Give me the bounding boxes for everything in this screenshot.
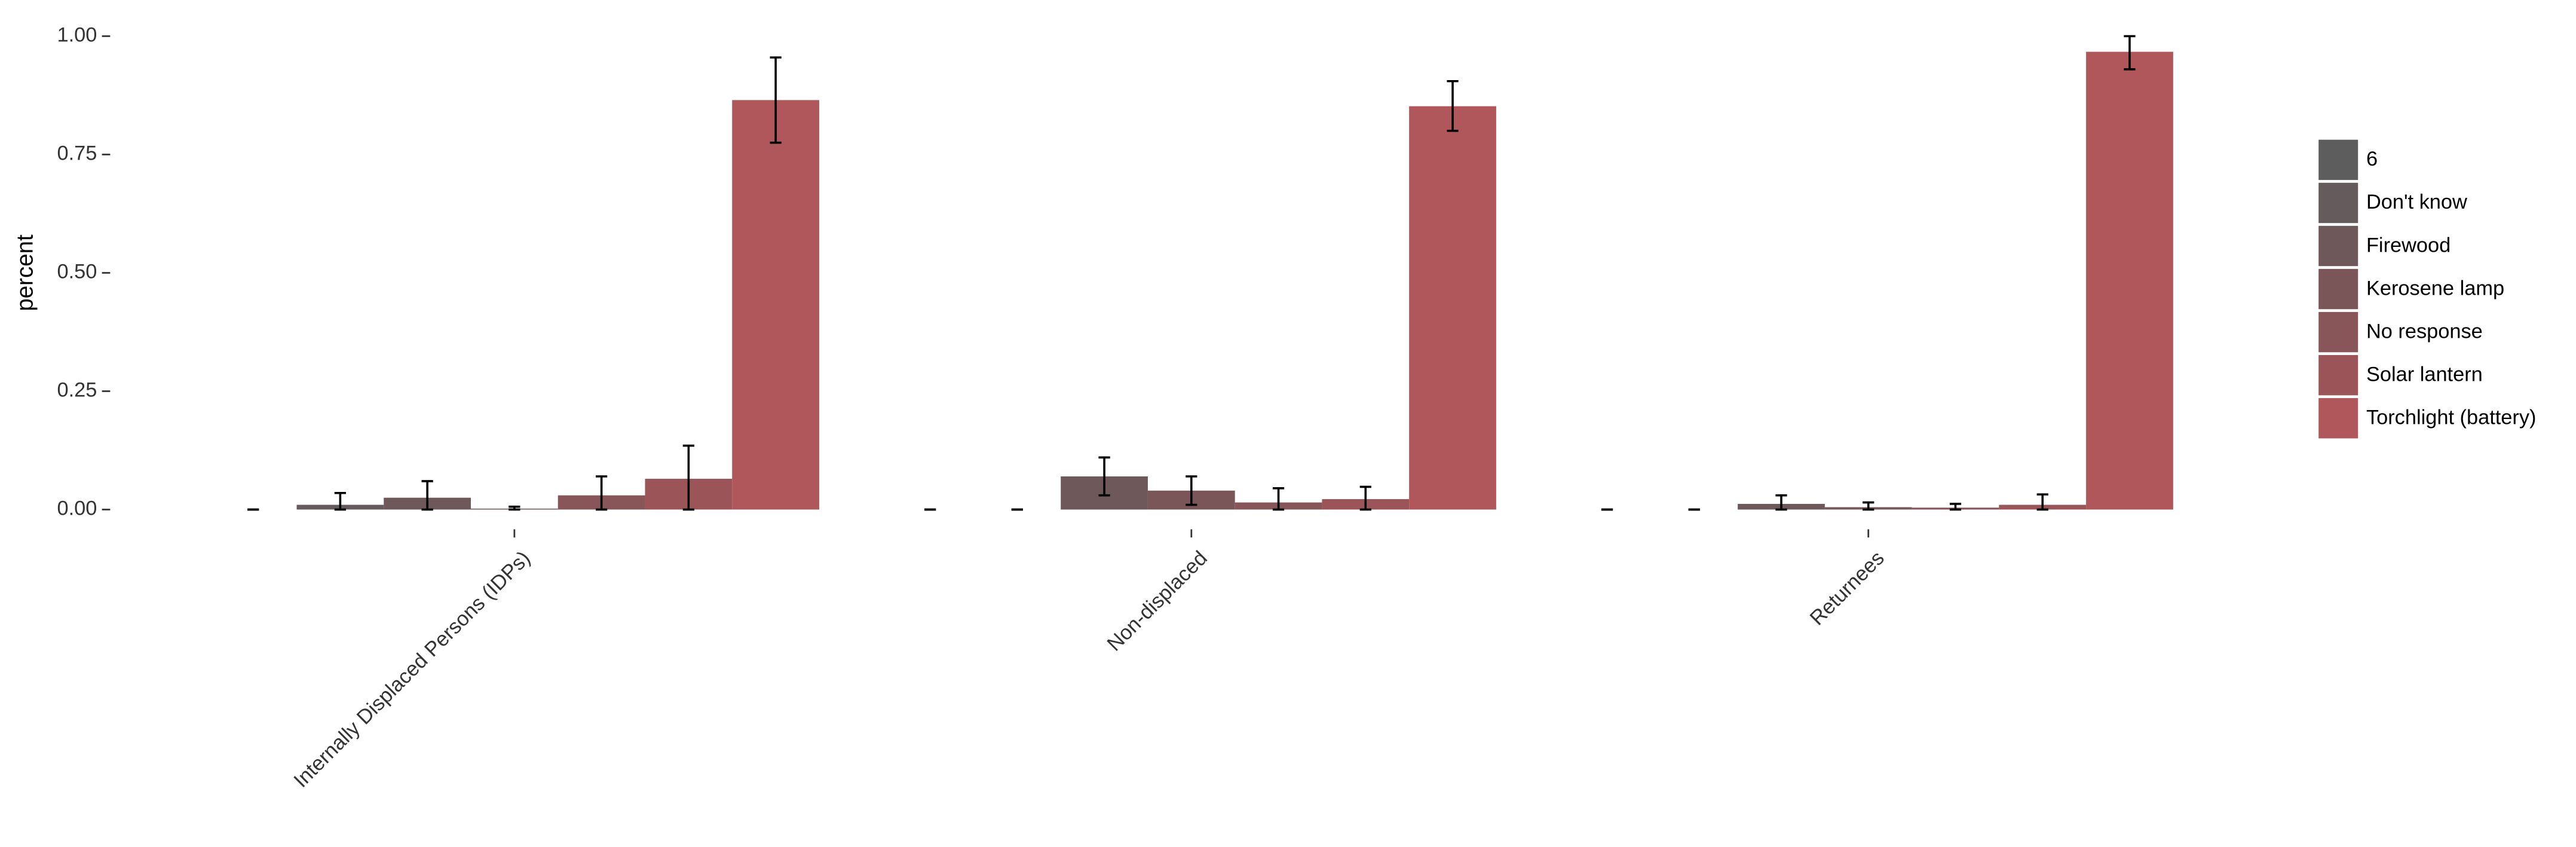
error-bar [1863, 501, 1874, 511]
legend-label: No response [2366, 320, 2483, 343]
error-bar [421, 480, 433, 511]
legend-label: Solar lantern [2366, 363, 2483, 386]
x-tick-label: Non-displaced [1103, 547, 1212, 656]
error-bar [1272, 487, 1285, 511]
error-bar [595, 475, 608, 511]
error-bar [1775, 494, 1787, 511]
y-tick-label: 1.00 [57, 24, 97, 47]
y-tick-label: 0.50 [57, 261, 97, 283]
error-bar [770, 56, 782, 144]
legend-label: 6 [2366, 148, 2378, 170]
x-tick-label: Returnees [1806, 547, 1889, 630]
error-bar [1098, 456, 1110, 497]
error-bar [334, 491, 347, 511]
legend-swatch [2318, 398, 2358, 439]
legend-swatch [2318, 354, 2358, 396]
legend-label: Firewood [2366, 234, 2451, 256]
error-bar [1949, 503, 1962, 511]
y-tick-label: 0.75 [57, 142, 97, 165]
bar [732, 100, 819, 510]
error-bar [1447, 79, 1459, 132]
bar [1409, 106, 1496, 510]
legend-swatch [2318, 225, 2358, 267]
bar [2086, 51, 2173, 510]
legend-label: Don't know [2366, 191, 2467, 213]
legend-swatch [2318, 311, 2358, 353]
error-bar [682, 444, 694, 511]
legend-label: Torchlight (battery) [2366, 406, 2537, 429]
legend-swatch [2318, 139, 2358, 181]
error-bar [2036, 493, 2048, 511]
y-tick-label: 0.00 [57, 497, 97, 520]
error-bar [2124, 35, 2136, 71]
legend-swatch [2318, 268, 2358, 310]
error-bar [1186, 475, 1197, 506]
legend-label: Kerosene lamp [2366, 277, 2504, 299]
y-axis-label: percent [12, 234, 38, 311]
error-bar [1359, 485, 1371, 511]
y-tick-label: 0.25 [57, 379, 97, 402]
error-bar [509, 505, 520, 511]
legend-swatch [2318, 182, 2358, 224]
x-tick-label: Internally Displaced Persons (IDPs) [290, 547, 535, 792]
